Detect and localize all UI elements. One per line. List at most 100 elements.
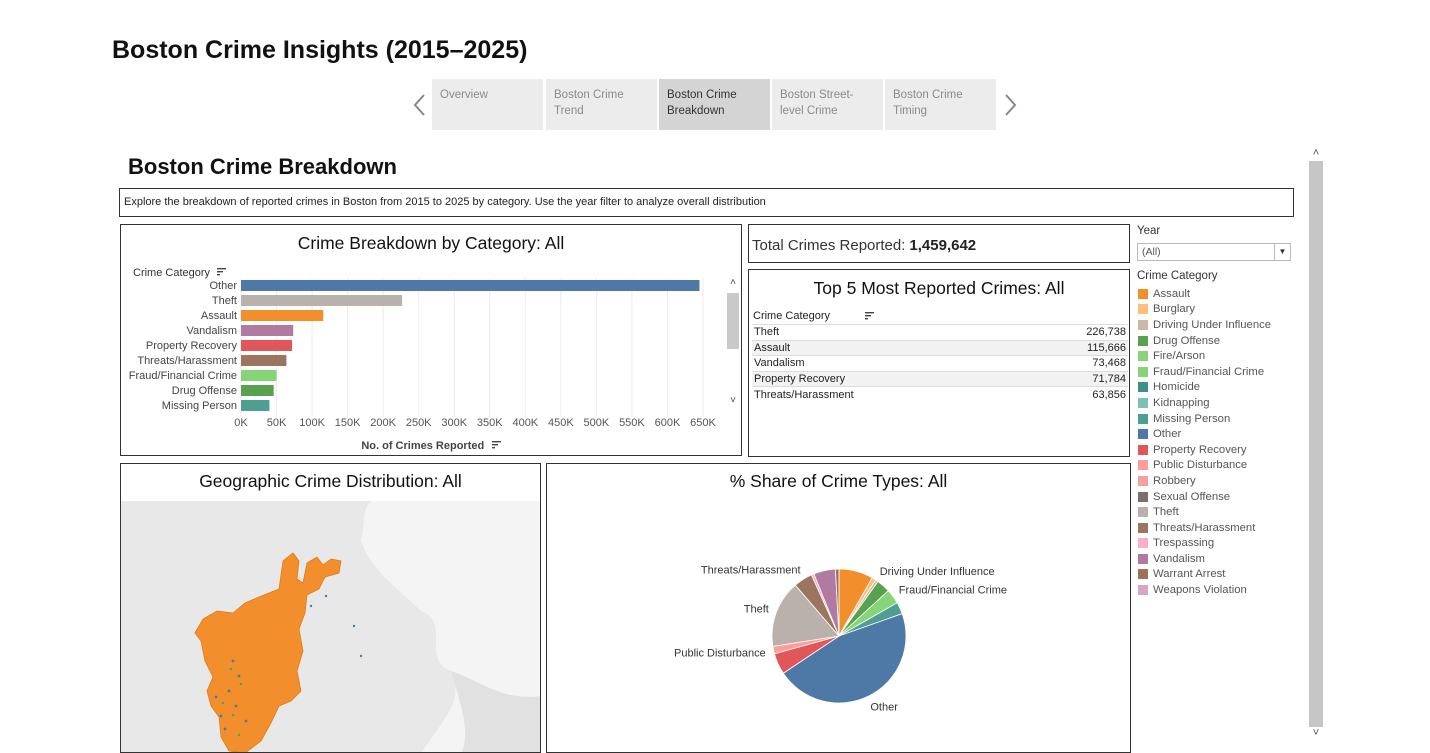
tab-crime-breakdown[interactable]: Boston Crime Breakdown bbox=[659, 79, 770, 130]
legend-label: Property Recovery bbox=[1153, 443, 1247, 456]
legend-swatch bbox=[1138, 460, 1148, 471]
legend-item[interactable]: Sexual Offense bbox=[1138, 489, 1271, 505]
map-coast bbox=[451, 671, 540, 752]
legend-item[interactable]: Driving Under Influence bbox=[1138, 317, 1271, 333]
legend-label: Burglary bbox=[1153, 303, 1196, 316]
legend-swatch bbox=[1138, 553, 1148, 564]
chart-scrollbar[interactable]: ˄ ˅ bbox=[726, 277, 740, 410]
category-label: Theft bbox=[212, 295, 237, 307]
table-row[interactable]: Property Recovery 71,784 bbox=[752, 370, 1128, 387]
tab-crime-timing[interactable]: Boston Crime Timing bbox=[885, 79, 996, 130]
legend-label: Fraud/Financial Crime bbox=[1153, 365, 1265, 378]
pie-slice bbox=[771, 584, 840, 647]
category-cell: Threats/Harassment bbox=[752, 386, 1017, 402]
crime-points bbox=[214, 594, 363, 731]
x-tick-label: 350K bbox=[477, 417, 503, 429]
table-row[interactable]: Theft 226,738 bbox=[752, 324, 1128, 340]
category-label: Missing Person bbox=[162, 400, 237, 412]
category-label: Vandalism bbox=[186, 325, 237, 337]
chevron-right-icon[interactable] bbox=[1001, 92, 1021, 118]
legend-label: Public Disturbance bbox=[1153, 459, 1248, 472]
crime-map[interactable] bbox=[121, 501, 541, 753]
count-cell: 71,784 bbox=[1016, 370, 1128, 387]
legend-item[interactable]: Threats/Harassment bbox=[1138, 520, 1271, 536]
sort-icon[interactable] bbox=[865, 312, 875, 320]
legend-swatch bbox=[1138, 351, 1148, 362]
legend-swatch bbox=[1138, 413, 1148, 424]
legend-swatch bbox=[1138, 585, 1148, 596]
row-header-label: Crime Category bbox=[133, 267, 211, 279]
legend-item[interactable]: Weapons Violation bbox=[1138, 582, 1271, 598]
chevron-down-icon[interactable]: ▼ bbox=[1274, 244, 1290, 260]
legend-item[interactable]: Property Recovery bbox=[1138, 442, 1271, 458]
legend-item[interactable]: Drug Offense bbox=[1138, 333, 1271, 349]
legend-item[interactable]: Other bbox=[1138, 426, 1271, 442]
legend-swatch bbox=[1138, 288, 1148, 299]
legend-label: Weapons Violation bbox=[1153, 584, 1247, 597]
legend-item[interactable]: Theft bbox=[1138, 504, 1271, 520]
legend-item[interactable]: Assault bbox=[1138, 286, 1271, 302]
legend-item[interactable]: Trespassing bbox=[1138, 536, 1271, 552]
x-tick-label: 250K bbox=[406, 417, 432, 429]
legend-swatch bbox=[1138, 335, 1148, 346]
year-filter-dropdown[interactable]: (All) ▼ bbox=[1137, 243, 1291, 261]
scroll-down-icon[interactable]: ˅ bbox=[730, 395, 736, 406]
legend-item[interactable]: Robbery bbox=[1138, 473, 1271, 489]
sort-icon[interactable] bbox=[491, 440, 501, 449]
legend-item[interactable]: Vandalism bbox=[1138, 551, 1271, 567]
legend-item[interactable]: Burglary bbox=[1138, 302, 1271, 318]
tab-crime-trend[interactable]: Boston Crime Trend bbox=[546, 79, 657, 130]
bar bbox=[241, 280, 700, 291]
total-crimes-panel: Total Crimes Reported: 1,459,642 bbox=[748, 224, 1130, 263]
legend-swatch bbox=[1138, 429, 1148, 440]
category-label: Fraud/Financial Crime bbox=[129, 370, 237, 382]
scrollbar-thumb[interactable] bbox=[727, 293, 739, 349]
dashboard-description: Explore the breakdown of reported crimes… bbox=[119, 188, 1294, 217]
legend-swatch bbox=[1138, 507, 1148, 518]
legend-item[interactable]: Fraud/Financial Crime bbox=[1138, 364, 1271, 380]
legend-label: Warrant Arrest bbox=[1153, 568, 1226, 581]
x-tick-label: 450K bbox=[548, 417, 574, 429]
scrollbar-thumb[interactable] bbox=[1309, 161, 1323, 727]
bar bbox=[241, 325, 294, 336]
x-tick-label: 600K bbox=[655, 417, 681, 429]
total-crimes: Total Crimes Reported: 1,459,642 bbox=[752, 237, 976, 254]
tab-street-level-crime[interactable]: Boston Street- level Crime bbox=[772, 79, 883, 130]
legend-item[interactable]: Homicide bbox=[1138, 380, 1271, 396]
total-crimes-label: Total Crimes Reported: bbox=[752, 237, 906, 254]
table-row[interactable]: Vandalism 73,468 bbox=[752, 355, 1128, 371]
legend-label: Fire/Arson bbox=[1153, 350, 1206, 363]
chevron-left-icon[interactable] bbox=[410, 92, 430, 118]
map-water bbox=[361, 501, 540, 752]
count-cell: 226,738 bbox=[1016, 324, 1128, 340]
legend-item[interactable]: Warrant Arrest bbox=[1138, 567, 1271, 583]
category-legend-label: Crime Category bbox=[1137, 270, 1218, 282]
pie-label: Threats/Harassment bbox=[701, 564, 801, 576]
bar bbox=[241, 340, 293, 351]
legend-item[interactable]: Missing Person bbox=[1138, 411, 1271, 427]
bar bbox=[241, 370, 277, 381]
top5-title: Top 5 Most Reported Crimes: All bbox=[813, 278, 1065, 298]
legend-label: Threats/Harassment bbox=[1153, 521, 1256, 534]
legend-label: Theft bbox=[1153, 506, 1179, 519]
page-scrollbar[interactable]: ˄ ˅ bbox=[1308, 147, 1324, 741]
sort-icon[interactable] bbox=[217, 267, 227, 276]
pie-chart[interactable]: Threats/Harassment Driving Under Influenc… bbox=[547, 464, 1131, 753]
scroll-down-icon[interactable]: ˅ bbox=[1312, 727, 1320, 739]
bar-chart: 0K 50K 100K 150K 200K 250K 300K 350K 400K 450K 500… bbox=[129, 278, 717, 429]
pie-label: Theft bbox=[744, 604, 769, 616]
bar bbox=[241, 295, 403, 306]
tab-overview[interactable]: Overview bbox=[432, 79, 543, 130]
category-label: Property Recovery bbox=[146, 340, 238, 352]
legend-item[interactable]: Public Disturbance bbox=[1138, 458, 1271, 474]
scroll-up-icon[interactable]: ˄ bbox=[730, 277, 736, 288]
table-row[interactable]: Threats/Harassment 63,856 bbox=[752, 386, 1128, 402]
legend-item[interactable]: Kidnapping bbox=[1138, 395, 1271, 411]
legend-item[interactable]: Fire/Arson bbox=[1138, 348, 1271, 364]
category-cell: Vandalism bbox=[752, 355, 1017, 371]
legend-swatch bbox=[1138, 444, 1148, 455]
table-row[interactable]: Assault 115,666 bbox=[752, 339, 1128, 356]
legend-swatch bbox=[1138, 522, 1148, 533]
pie-label: Fraud/Financial Crime bbox=[899, 584, 1007, 596]
scroll-up-icon[interactable]: ˄ bbox=[1312, 147, 1320, 159]
